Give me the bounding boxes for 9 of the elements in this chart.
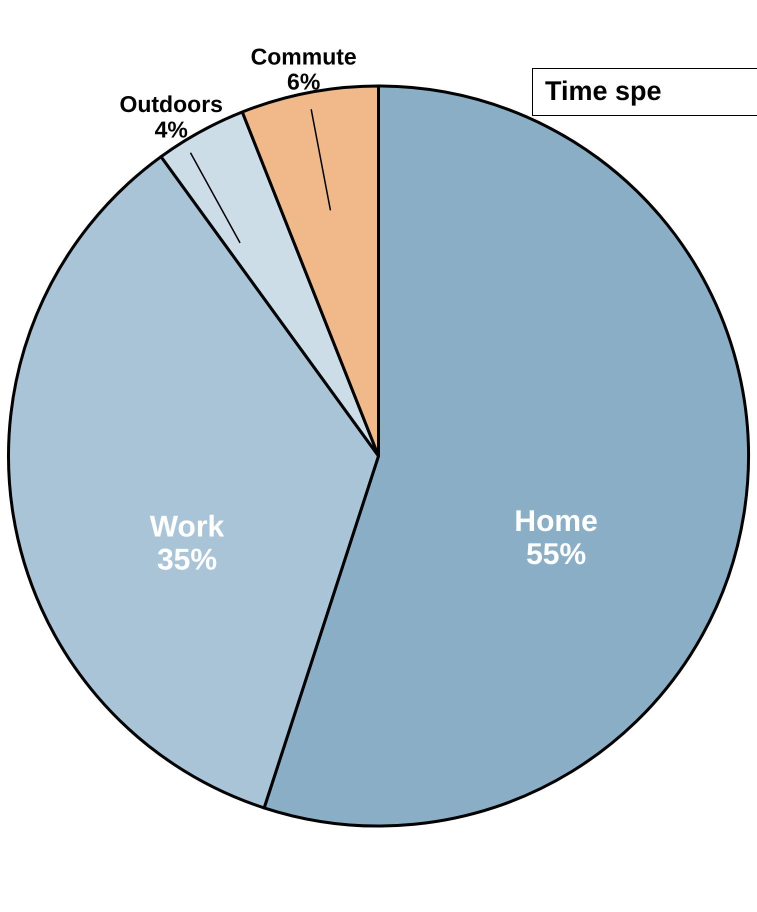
data-label: 35% bbox=[156, 543, 218, 576]
slice-label: Work bbox=[150, 510, 225, 544]
data-label: 6% bbox=[287, 68, 320, 95]
data-label: 55% bbox=[526, 538, 586, 572]
slice-label: Commute bbox=[250, 43, 357, 70]
slice-label: Home bbox=[514, 505, 598, 538]
text: Time spe bbox=[532, 68, 757, 116]
slice-label: Outdoors bbox=[119, 91, 223, 118]
data-label: 4% bbox=[154, 116, 188, 142]
